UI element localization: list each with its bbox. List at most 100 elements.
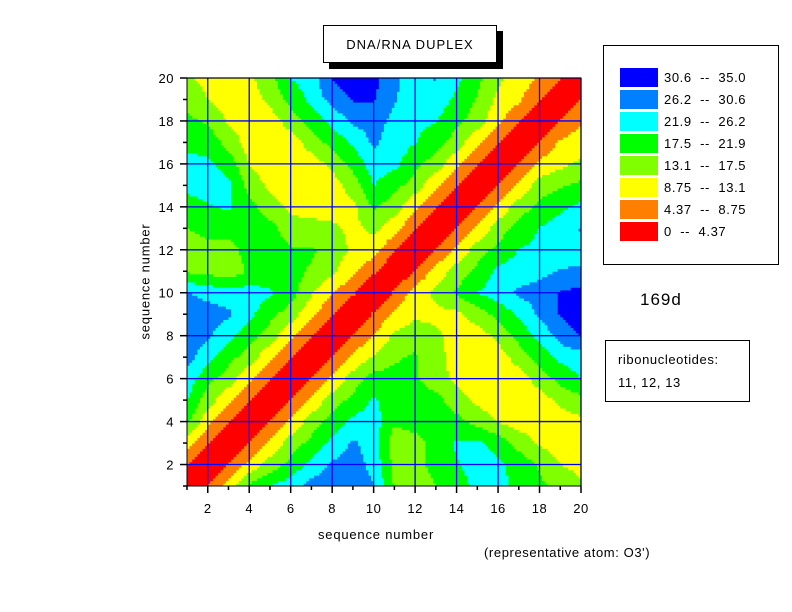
contour-band-segment [337,349,356,353]
contour-band-segment [474,166,514,170]
contour-band-segment [511,333,533,337]
contour-band-segment [498,201,514,205]
x-tick-label: 16 [490,501,505,516]
contour-band-segment [236,333,260,337]
contour-band-segment [441,394,468,398]
contour-band-segment [381,413,460,417]
contour-band-segment [433,265,452,269]
contour-band-segment [521,284,582,288]
contour-band-segment [187,252,240,256]
contour-band-segment [459,386,540,390]
contour-band-segment [314,107,336,111]
contour-band-segment [508,131,548,135]
contour-band-segment [384,477,393,482]
y-tick-label: 10 [159,286,174,301]
contour-band-segment [492,298,525,302]
contour-band-segment [500,346,522,350]
contour-band-segment [443,349,504,353]
contour-band-segment [422,161,447,165]
contour-band-segment [249,381,268,385]
contour-band-segment [391,110,445,114]
contour-band-segment [277,311,299,315]
contour-band-segment [218,432,258,436]
contour-band-segment [378,86,400,90]
chart-title: DNA/RNA DUPLEX [323,25,497,63]
contour-band-segment [321,421,346,425]
contour-band-segment [505,467,538,471]
contour-band-segment [376,252,393,256]
contour-band-segment [187,290,273,294]
contour-band-segment [482,236,504,240]
contour-band-segment [337,83,380,87]
contour-band-segment [513,166,533,170]
contour-band-segment [378,453,390,457]
contour-band-segment [549,330,577,334]
contour-band-segment [339,426,380,431]
contour-band-segment [290,300,307,304]
contour-band-segment [345,282,364,286]
contour-band-segment [282,94,305,98]
contour-band-segment [324,443,349,447]
contour-band-segment [531,381,559,385]
contour-band-segment [428,386,460,390]
contour-band-segment [381,424,476,428]
contour-band-segment [461,220,481,224]
contour-band-segment [187,260,242,264]
contour-band-segment [422,185,439,189]
contour-band-segment [430,155,450,159]
legend-label: 26.2 -- 30.6 [664,92,747,107]
contour-band-segment [425,461,460,465]
contour-band-segment [376,351,413,355]
contour-band-segment [389,435,421,439]
contour-band-segment [534,311,559,315]
contour-band-segment [314,314,333,318]
contour-band-segment [448,370,525,374]
contour-band-segment [231,153,248,157]
contour-band-segment [254,311,279,315]
contour-band-segment [267,324,286,329]
contour-band-segment [371,177,380,181]
contour-band-segment [231,314,255,318]
contour-band-segment [308,263,341,267]
contour-band-segment [531,147,553,151]
contour-band-segment [505,306,533,310]
contour-band-segment [360,451,380,455]
contour-band-segment [272,292,297,296]
contour-band-segment [389,335,445,339]
contour-band-segment [469,134,489,138]
contour-band-segment [518,365,540,369]
contour-band-segment [459,163,478,167]
contour-band-segment [578,392,582,396]
contour-band-segment [560,78,582,82]
contour-band-segment [438,185,457,189]
contour-band-segment [451,249,470,253]
contour-band-segment [373,480,385,484]
contour-band-segment [526,351,551,355]
contour-band-segment [516,287,572,291]
contour-band-segment [228,461,248,465]
contour-band-segment [231,201,255,205]
contour-band-segment [412,212,432,216]
contour-band-segment [451,153,470,157]
contour-band-segment [303,142,328,146]
contour-band-segment [578,126,582,130]
contour-band-segment [389,295,406,299]
contour-band-segment [531,306,559,310]
contour-band-segment [547,131,572,135]
contour-band-segment [311,129,336,133]
contour-band-segment [365,196,390,200]
contour-band-segment [288,400,307,404]
contour-band-segment [233,472,248,476]
contour-band-segment [391,292,408,296]
contour-band-segment [337,386,356,390]
contour-band-segment [303,271,336,275]
contour-band-segment [187,421,201,425]
x-tick-label: 4 [245,501,253,516]
contour-band-segment [529,188,559,192]
contour-band-segment [516,448,548,452]
contour-band-segment [446,255,465,259]
contour-band-segment [371,273,411,278]
contour-band-segment [435,150,457,154]
contour-band-segment [542,343,564,347]
contour-band-segment [210,359,232,363]
